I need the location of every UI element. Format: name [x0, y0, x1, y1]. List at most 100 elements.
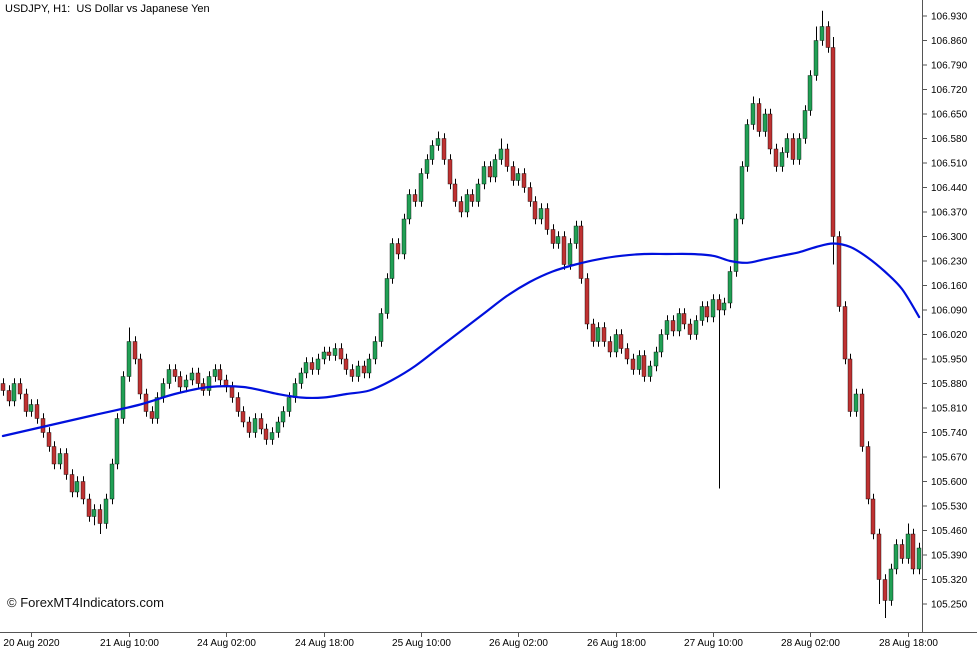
candle	[779, 147, 785, 172]
candle	[137, 353, 143, 400]
candle	[298, 367, 304, 389]
candle	[647, 360, 653, 382]
candle	[865, 441, 871, 505]
candle	[790, 133, 796, 165]
candle	[235, 392, 241, 417]
candle	[458, 196, 464, 218]
time-axis-label: 20 Aug 2020	[3, 638, 60, 649]
candle	[395, 238, 401, 260]
price-tick-label: 106.790	[931, 61, 968, 72]
price-axis-background	[923, 0, 977, 650]
candle	[183, 374, 189, 393]
time-scale[interactable]: 20 Aug 2020 21 Aug 10:00 24 Aug 02:00 24 Au…	[0, 632, 977, 650]
candle	[807, 70, 813, 116]
candle	[120, 371, 126, 424]
candle	[538, 203, 544, 225]
candle	[189, 367, 195, 386]
candle	[63, 448, 69, 480]
candle	[361, 360, 367, 379]
candle	[74, 476, 80, 498]
candle	[653, 346, 659, 372]
candle	[412, 189, 418, 207]
candle	[584, 273, 590, 330]
candle	[401, 213, 407, 260]
candle	[263, 423, 269, 445]
candle	[532, 196, 538, 225]
candle	[46, 427, 52, 452]
candle	[435, 131, 441, 151]
candle	[160, 378, 166, 403]
candle	[819, 10, 825, 46]
price-tick-label: 105.810	[931, 404, 968, 415]
candle	[406, 189, 412, 225]
price-tick-label: 105.390	[931, 551, 968, 562]
candle	[424, 154, 430, 179]
candle	[206, 371, 212, 396]
candle	[321, 346, 327, 365]
time-axis-label: 24 Aug 18:00	[295, 638, 354, 649]
candle	[842, 301, 848, 365]
candle	[217, 364, 223, 386]
candle	[916, 542, 922, 575]
price-tick-label: 105.740	[931, 428, 968, 439]
candle	[590, 318, 596, 347]
candle	[389, 238, 395, 284]
candle	[641, 350, 647, 382]
price-tick-label: 106.090	[931, 306, 968, 317]
candle	[550, 224, 556, 249]
candles-layer	[0, 10, 922, 618]
candle	[859, 388, 865, 452]
price-tick-label: 105.460	[931, 526, 968, 537]
candle	[910, 528, 916, 575]
candle	[332, 343, 338, 361]
price-tick-label: 106.930	[931, 12, 968, 23]
candle	[23, 388, 29, 417]
time-axis-label: 26 Aug 02:00	[489, 638, 548, 649]
candle	[515, 168, 521, 186]
moving-average-line	[1, 242, 921, 438]
candle	[618, 329, 624, 354]
candle	[384, 273, 390, 319]
candle	[613, 329, 619, 358]
candle	[733, 213, 739, 277]
candle	[727, 266, 733, 309]
candle	[91, 504, 97, 526]
candle	[114, 413, 120, 470]
price-tick-label: 106.860	[931, 36, 968, 47]
candle	[475, 178, 481, 207]
candle	[269, 427, 275, 445]
candle	[721, 297, 727, 316]
candle	[750, 96, 756, 130]
time-axis-label: 24 Aug 02:00	[197, 638, 256, 649]
price-tick-label: 105.600	[931, 477, 968, 488]
candle	[544, 203, 550, 235]
candle	[847, 353, 853, 417]
candle	[693, 315, 699, 340]
candle	[676, 308, 682, 337]
price-tick-label: 106.510	[931, 159, 968, 170]
chart-symbol-label: USDJPY, H1: US Dollar vs Japanese Yen	[5, 3, 210, 15]
candle	[630, 353, 636, 375]
candle	[252, 413, 258, 438]
candle	[802, 105, 808, 144]
candle	[704, 301, 710, 323]
candle	[624, 343, 630, 365]
candle	[813, 26, 819, 81]
candle	[687, 318, 693, 340]
candle	[349, 364, 355, 382]
price-scale[interactable]: 106.930 106.860 106.790 106.720 106.650 106.5…	[922, 0, 968, 632]
candle	[447, 154, 453, 190]
price-tick-label: 105.320	[931, 575, 968, 586]
candle	[452, 178, 458, 207]
candle	[527, 182, 533, 207]
candle	[292, 378, 298, 403]
candle	[132, 336, 138, 365]
candle	[315, 353, 321, 375]
candle	[670, 315, 676, 337]
candle	[469, 189, 475, 207]
candle	[830, 37, 836, 265]
candle	[825, 21, 831, 53]
candle	[28, 399, 34, 417]
candle	[498, 138, 504, 165]
